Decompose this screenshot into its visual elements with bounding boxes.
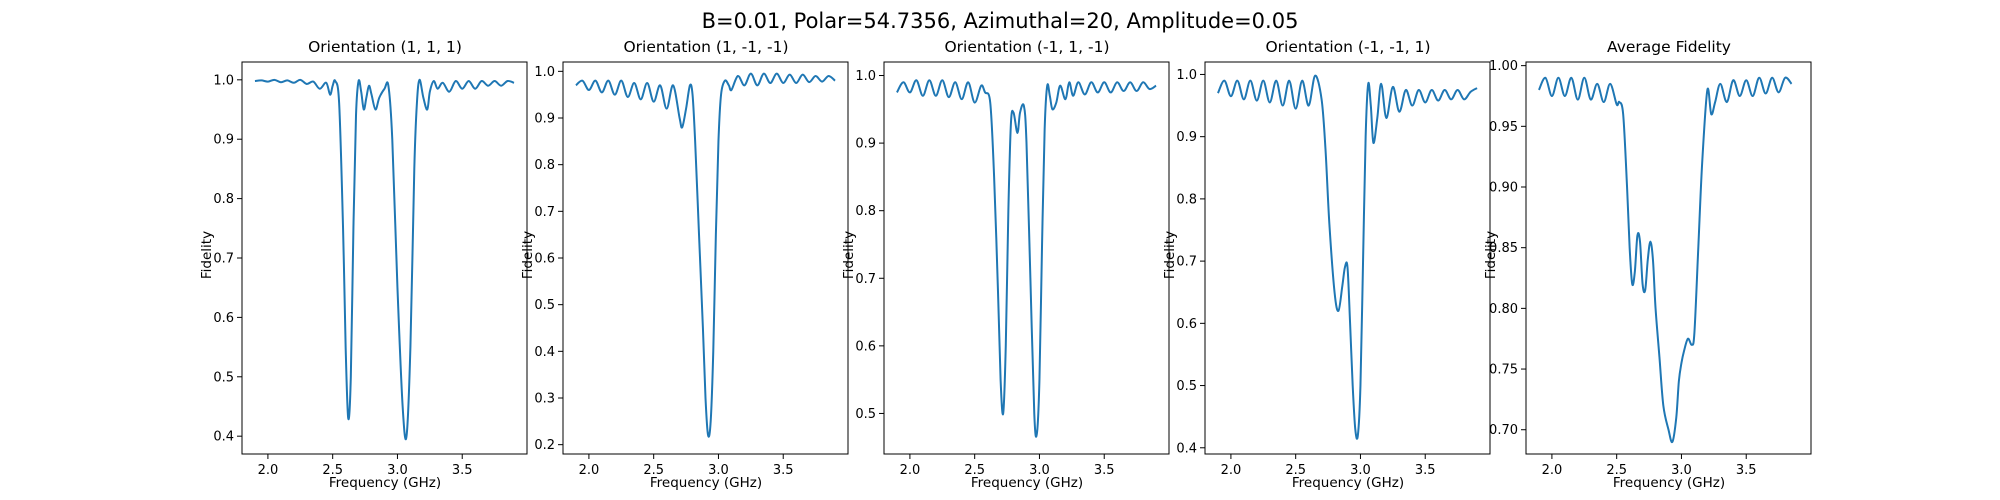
- y-tick-label: 0.6: [534, 252, 555, 267]
- subplot-title: Orientation (1, -1, -1): [623, 38, 788, 56]
- y-tick-label: 0.2: [534, 438, 555, 453]
- x-tick-label: 2.0: [1221, 463, 1242, 478]
- plot-frame: [1525, 61, 1812, 455]
- y-tick-label: 0.7: [1176, 255, 1197, 270]
- y-tick-label: 0.7: [534, 205, 555, 220]
- y-tick-label: 0.9: [213, 133, 234, 148]
- y-tick-label: 0.95: [1489, 120, 1518, 135]
- plot-frame: [562, 61, 849, 455]
- subplot-title: Orientation (-1, -1, 1): [1265, 38, 1430, 56]
- subplot-5: Average Fidelity Frequency (GHz) Fidelit…: [1483, 38, 1812, 491]
- x-tick-label: 2.5: [643, 463, 664, 478]
- figure-title: B=0.01, Polar=54.7356, Azimuthal=20, Amp…: [702, 9, 1299, 33]
- subplot-3: Orientation (-1, 1, -1) Frequency (GHz) …: [841, 38, 1170, 491]
- x-tick-label: 2.0: [900, 463, 921, 478]
- x-tick-label: 2.5: [964, 463, 985, 478]
- y-tick-label: 1.0: [1176, 68, 1197, 83]
- y-tick-label: 0.9: [1176, 130, 1197, 145]
- x-tick-label: 3.0: [1671, 463, 1692, 478]
- x-tick-label: 3.0: [1350, 463, 1371, 478]
- x-tick-label: 3.5: [1736, 463, 1757, 478]
- y-tick-label: 0.5: [855, 407, 876, 422]
- y-tick-label: 0.8: [1176, 192, 1197, 207]
- x-axis-label: Frequency (GHz): [971, 475, 1083, 491]
- subplot-title: Average Fidelity: [1607, 38, 1731, 56]
- series-line: [896, 79, 1157, 438]
- y-tick-label: 0.6: [213, 311, 234, 326]
- series-line: [1538, 76, 1793, 444]
- tick-layer: 2.0 2.5 3.0 3.5 0.4 0.5 0.6 0.7 0.8 0.9 1.0: [213, 73, 472, 478]
- x-axis-label: Frequency (GHz): [329, 475, 441, 491]
- subplot-4: Orientation (-1, -1, 1) Frequency (GHz) …: [1162, 38, 1491, 491]
- y-tick-label: 0.5: [534, 298, 555, 313]
- y-tick-label: 0.4: [534, 345, 555, 360]
- plot-frame: [241, 61, 528, 455]
- y-tick-label: 0.9: [855, 137, 876, 152]
- y-tick-label: 0.6: [1176, 317, 1197, 332]
- y-tick-label: 0.85: [1489, 241, 1518, 256]
- y-tick-label: 0.6: [855, 339, 876, 354]
- plot-frame: [883, 61, 1170, 455]
- y-tick-label: 0.3: [534, 392, 555, 407]
- y-tick-label: 0.70: [1489, 423, 1518, 438]
- series-line: [1217, 74, 1478, 440]
- tick-layer: 2.0 2.5 3.0 3.5 0.5 0.6 0.7 0.8 0.9 1.0: [855, 69, 1114, 478]
- y-tick-label: 0.4: [1176, 441, 1197, 456]
- subplot-title: Orientation (1, 1, 1): [308, 38, 462, 56]
- x-tick-label: 3.0: [708, 463, 729, 478]
- y-axis-label: Fidelity: [199, 231, 215, 279]
- tick-layer: 2.0 2.5 3.0 3.5 0.2 0.3 0.4 0.5 0.6 0.7 0.8 0.9 1.0: [534, 65, 793, 478]
- series-line: [575, 72, 836, 438]
- x-tick-label: 2.5: [1606, 463, 1627, 478]
- y-tick-label: 0.75: [1489, 363, 1518, 378]
- subplot-title: Orientation (-1, 1, -1): [944, 38, 1109, 56]
- subplot-1: Orientation (1, 1, 1) Frequency (GHz) Fi…: [199, 38, 528, 491]
- y-axis-label: Fidelity: [520, 231, 536, 279]
- x-tick-label: 2.0: [579, 463, 600, 478]
- x-tick-label: 3.5: [773, 463, 794, 478]
- x-tick-label: 3.5: [452, 463, 473, 478]
- y-axis-label: Fidelity: [841, 231, 857, 279]
- x-tick-label: 2.5: [322, 463, 343, 478]
- plot-frame: [1204, 61, 1491, 455]
- x-tick-label: 3.0: [1029, 463, 1050, 478]
- x-tick-label: 3.0: [387, 463, 408, 478]
- x-tick-label: 2.0: [258, 463, 279, 478]
- y-tick-label: 0.4: [213, 430, 234, 445]
- subplot-2: Orientation (1, -1, -1) Frequency (GHz) …: [520, 38, 849, 491]
- y-tick-label: 0.5: [213, 370, 234, 385]
- tick-layer: 2.0 2.5 3.0 3.5 0.4 0.5 0.6 0.7 0.8 0.9 1.0: [1176, 68, 1435, 478]
- x-tick-label: 2.0: [1542, 463, 1563, 478]
- y-axis-label: Fidelity: [1162, 231, 1178, 279]
- y-axis-label: Fidelity: [1483, 231, 1499, 279]
- x-tick-label: 3.5: [1415, 463, 1436, 478]
- y-tick-label: 1.0: [213, 73, 234, 88]
- x-axis-label: Frequency (GHz): [1292, 475, 1404, 491]
- y-tick-label: 0.9: [534, 112, 555, 127]
- y-tick-label: 0.80: [1489, 302, 1518, 317]
- series-line: [254, 78, 515, 441]
- y-tick-label: 0.7: [213, 252, 234, 267]
- y-tick-label: 1.00: [1489, 59, 1518, 74]
- x-axis-label: Frequency (GHz): [1613, 475, 1725, 491]
- y-tick-label: 0.90: [1489, 181, 1518, 196]
- y-tick-label: 1.0: [855, 69, 876, 84]
- x-tick-label: 3.5: [1094, 463, 1115, 478]
- y-tick-label: 0.8: [855, 204, 876, 219]
- y-tick-label: 1.0: [534, 65, 555, 80]
- y-tick-label: 0.8: [213, 192, 234, 207]
- x-tick-label: 2.5: [1285, 463, 1306, 478]
- tick-layer: 2.0 2.5 3.0 3.5 0.70 0.75 0.80 0.85 0.90 0.95 1.00: [1489, 59, 1757, 478]
- y-tick-label: 0.8: [534, 158, 555, 173]
- y-tick-label: 0.7: [855, 272, 876, 287]
- x-axis-label: Frequency (GHz): [650, 475, 762, 491]
- y-tick-label: 0.5: [1176, 379, 1197, 394]
